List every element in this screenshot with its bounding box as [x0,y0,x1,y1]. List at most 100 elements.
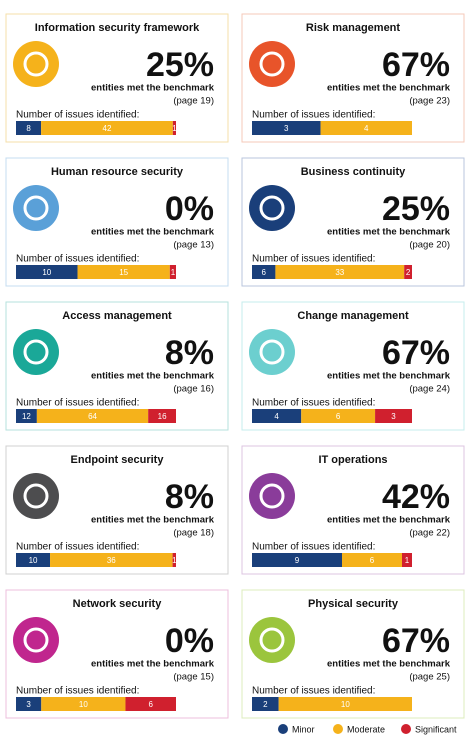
segment-label: 2 [406,268,411,277]
percent: 67% [382,46,450,84]
segment-label: 15 [119,268,128,277]
percent: 42% [382,478,450,516]
bar-segment [320,121,412,135]
card-title: Human resource security [51,166,184,178]
page-ref: (page 18) [173,528,214,539]
legend-label: Minor [292,724,315,734]
card-title: Access management [62,310,172,322]
bar-segment [41,121,173,135]
issues-label: Number of issues identified: [252,398,375,409]
icon [13,185,59,231]
segment-label: 6 [261,268,266,277]
card: IT operations 42%entities met the benchma… [241,445,465,575]
page-ref: (page 20) [409,240,450,251]
legend-label: Moderate [347,724,385,734]
bar-segment [404,265,412,279]
icon [249,41,295,87]
segment-label: 12 [22,412,31,421]
card: Physical security 67%entities met the ben… [241,589,465,719]
page-ref: (page 19) [173,96,214,107]
legend-swatch [333,724,343,734]
card: Change management 67%entities met the ben… [241,301,465,431]
bar-segment [16,697,42,711]
legend-swatch [401,724,411,734]
icon [249,329,295,375]
bar-segment [50,553,173,567]
card: Business continuity 25%entities met the b… [241,157,465,287]
issues-label: Number of issues identified: [16,686,139,697]
benchmark-text: entities met the benchmark [327,659,451,670]
bar-segment [252,409,302,423]
benchmark-text: entities met the benchmark [91,659,215,670]
page-ref: (page 23) [409,96,450,107]
percent: 8% [165,478,214,516]
issues-label: Number of issues identified: [252,254,375,265]
bar-segment [252,697,279,711]
card: Human resource security 0%entities met th… [5,157,229,287]
percent: 0% [165,190,214,228]
percent: 0% [165,622,214,660]
bar-segment [252,121,321,135]
icon-glyph [23,195,49,221]
icon-glyph [259,51,285,77]
bar-segment [252,553,342,567]
legend-swatch [278,724,288,734]
segment-label: 8 [26,124,31,133]
segment-label: 42 [103,124,112,133]
segment-label: 16 [158,412,167,421]
bar-segment [77,265,170,279]
card: Risk management 67%entities met the bench… [241,13,465,143]
segment-label: 36 [107,556,116,565]
segment-label: 6 [336,412,341,421]
page-ref: (page 15) [173,672,214,683]
bar-segment [172,553,176,567]
icon-glyph [259,483,285,509]
icon [249,617,295,663]
icon-glyph [259,195,285,221]
issues-label: Number of issues identified: [16,254,139,265]
bar-segment [16,121,42,135]
bar-segment [275,265,405,279]
bar-segment [172,121,176,135]
bar-segment [16,553,51,567]
bar-segment [252,265,276,279]
icon-glyph [23,627,49,653]
segment-label: 3 [26,700,31,709]
bar-segment [36,409,149,423]
icon-glyph [23,339,49,365]
icon-glyph [23,51,49,77]
icon [249,185,295,231]
bar-segment [41,697,126,711]
card-title: Risk management [306,22,400,34]
issues-label: Number of issues identified: [16,542,139,553]
benchmark-text: entities met the benchmark [327,83,451,94]
bar-segment [16,265,78,279]
segment-label: 1 [171,268,176,277]
issues-label: Number of issues identified: [252,542,375,553]
card-title: Network security [73,598,163,610]
card-title: Endpoint security [71,454,165,466]
percent: 25% [382,190,450,228]
issues-label: Number of issues identified: [16,398,139,409]
segment-label: 2 [263,700,268,709]
issues-label: Number of issues identified: [252,686,375,697]
segment-label: 6 [370,556,375,565]
benchmark-text: entities met the benchmark [91,227,215,238]
segment-label: 10 [29,556,38,565]
icon [13,329,59,375]
page-ref: (page 24) [409,384,450,395]
bar-segment [125,697,176,711]
segment-label: 1 [172,124,177,133]
page-ref: (page 25) [409,672,450,683]
icon [249,473,295,519]
legend-label: Significant [415,724,457,734]
segment-label: 10 [42,268,51,277]
percent: 25% [146,46,214,84]
segment-label: 1 [172,556,177,565]
icon-glyph [23,483,49,509]
benchmark-text: entities met the benchmark [91,371,215,382]
card-title: Change management [297,310,409,322]
segment-label: 64 [88,412,97,421]
